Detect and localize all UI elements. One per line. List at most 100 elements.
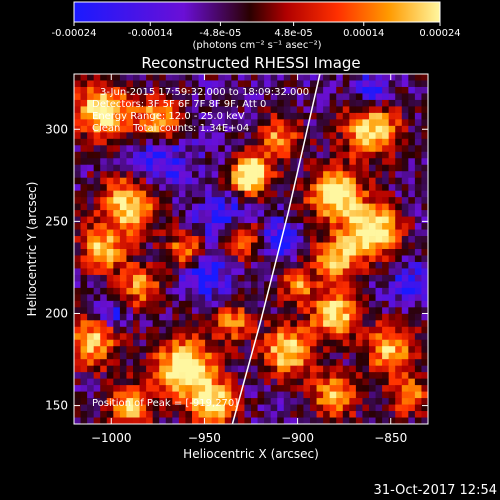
image-pixel: [198, 223, 206, 230]
image-pixel: [113, 359, 121, 367]
image-pixel: [93, 145, 101, 153]
image-pixel: [401, 151, 409, 159]
image-pixel: [336, 119, 344, 127]
image-pixel: [316, 411, 324, 418]
image-pixel: [336, 80, 344, 88]
image-pixel: [310, 359, 317, 367]
image-pixel: [133, 184, 140, 192]
image-pixel: [401, 177, 409, 185]
image-pixel: [224, 158, 232, 166]
image-pixel: [126, 333, 134, 341]
image-pixel: [198, 249, 206, 256]
image-pixel: [93, 190, 101, 198]
image-pixel: [165, 203, 173, 211]
image-pixel: [172, 164, 180, 172]
image-pixel: [159, 236, 167, 243]
image-pixel: [139, 74, 147, 81]
image-pixel: [192, 333, 199, 341]
image-pixel: [133, 138, 140, 146]
image-pixel: [146, 236, 154, 243]
image-pixel: [310, 229, 317, 237]
image-pixel: [251, 164, 258, 172]
image-pixel: [303, 164, 311, 172]
image-pixel: [257, 86, 265, 94]
image-pixel: [185, 99, 193, 107]
image-pixel: [159, 112, 167, 120]
image-pixel: [336, 86, 344, 94]
image-pixel: [244, 106, 252, 114]
image-pixel: [224, 307, 232, 315]
image-pixel: [211, 184, 219, 192]
image-pixel: [231, 294, 239, 302]
image-pixel: [126, 268, 134, 276]
image-pixel: [414, 300, 422, 308]
image-pixel: [382, 391, 390, 399]
image-pixel: [224, 339, 232, 347]
image-pixel: [159, 313, 167, 321]
image-pixel: [382, 177, 390, 185]
image-pixel: [382, 372, 390, 380]
image-pixel: [362, 261, 370, 269]
image-pixel: [100, 99, 108, 107]
image-pixel: [388, 151, 396, 159]
image-pixel: [165, 261, 173, 269]
image-pixel: [296, 93, 304, 101]
image-pixel: [133, 385, 140, 392]
image-pixel: [93, 398, 101, 405]
image-pixel: [414, 411, 422, 418]
image-pixel: [126, 177, 134, 185]
image-pixel: [264, 106, 272, 114]
image-pixel: [316, 184, 324, 192]
image-pixel: [152, 229, 160, 237]
image-pixel: [401, 106, 409, 114]
image-pixel: [100, 385, 108, 392]
image-pixel: [257, 132, 265, 140]
image-pixel: [421, 151, 428, 159]
image-pixel: [395, 171, 403, 179]
image-pixel: [257, 411, 265, 418]
image-pixel: [336, 300, 344, 308]
image-pixel: [211, 404, 219, 412]
image-pixel: [283, 294, 291, 302]
image-pixel: [185, 236, 193, 243]
image-pixel: [172, 404, 180, 412]
image-pixel: [270, 164, 278, 172]
image-pixel: [218, 99, 226, 107]
image-pixel: [323, 391, 331, 399]
image-pixel: [152, 125, 160, 133]
image-pixel: [395, 112, 403, 120]
image-pixel: [133, 229, 140, 237]
image-pixel: [382, 313, 390, 321]
image-pixel: [277, 287, 285, 295]
image-pixel: [218, 197, 226, 205]
image-pixel: [100, 145, 108, 153]
image-pixel: [211, 411, 219, 418]
image-pixel: [336, 281, 344, 289]
image-pixel: [382, 294, 390, 302]
image-pixel: [414, 132, 422, 140]
image-pixel: [375, 398, 383, 405]
image-pixel: [224, 313, 232, 321]
image-pixel: [349, 359, 357, 367]
image-pixel: [178, 287, 186, 295]
image-pixel: [290, 333, 298, 341]
image-pixel: [303, 372, 311, 380]
image-pixel: [172, 346, 180, 354]
image-pixel: [251, 119, 258, 127]
image-pixel: [408, 158, 416, 166]
image-pixel: [316, 274, 324, 282]
image-pixel: [303, 138, 311, 146]
image-pixel: [80, 86, 88, 94]
image-pixel: [421, 164, 428, 172]
image-pixel: [87, 313, 95, 321]
image-pixel: [264, 320, 272, 328]
image-pixel: [264, 398, 272, 405]
image-pixel: [264, 74, 272, 81]
image-pixel: [283, 372, 291, 380]
image-pixel: [237, 320, 245, 328]
image-pixel: [303, 307, 311, 315]
image-pixel: [93, 294, 101, 302]
image-pixel: [74, 339, 81, 347]
image-pixel: [152, 164, 160, 172]
image-pixel: [139, 261, 147, 269]
